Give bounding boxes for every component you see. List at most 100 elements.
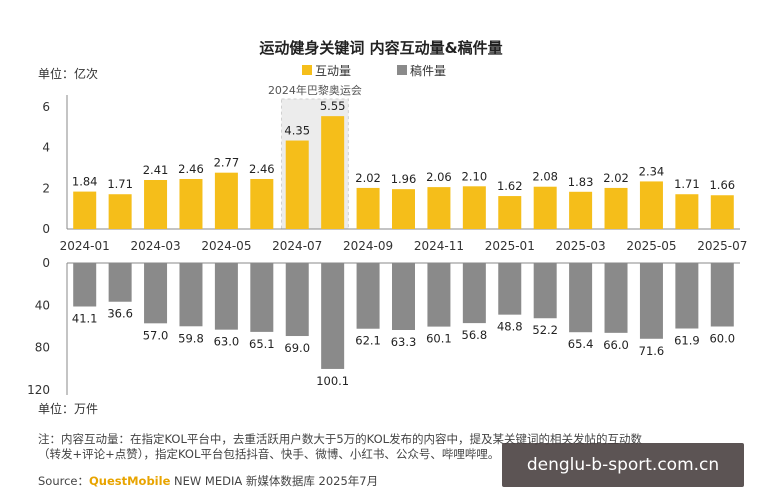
legend-swatch-articles — [397, 65, 407, 75]
articles-value-label: 60.1 — [426, 332, 452, 346]
bottom-y-tick-label: 40 — [35, 298, 50, 312]
source-prefix: Source： — [38, 474, 89, 488]
articles-bar — [356, 263, 380, 329]
articles-value-label: 36.6 — [107, 307, 133, 321]
bottom-y-tick-label: 0 — [42, 256, 50, 270]
articles-bar — [144, 263, 168, 324]
x-tick-label: 2024-05 — [201, 239, 251, 253]
articles-bar — [321, 263, 345, 369]
interaction-bar — [144, 179, 168, 229]
articles-value-label: 63.3 — [391, 335, 417, 349]
articles-value-label: 65.4 — [568, 337, 594, 351]
articles-value-label: 63.0 — [214, 335, 240, 349]
interaction-bar — [533, 186, 557, 229]
interaction-bar — [392, 189, 415, 229]
interaction-value-label: 1.62 — [497, 179, 523, 193]
top-y-tick-label: 6 — [42, 100, 50, 114]
bottom-y-tick-label: 120 — [27, 383, 50, 397]
articles-value-label: 100.1 — [316, 374, 349, 388]
articles-bar — [639, 263, 663, 339]
interaction-value-label: 1.84 — [72, 175, 98, 189]
interaction-bar — [285, 140, 309, 229]
articles-value-label: 65.1 — [249, 337, 275, 351]
legend-label-articles: 稿件量 — [410, 63, 446, 78]
articles-bar — [427, 263, 451, 327]
articles-bar — [675, 263, 699, 329]
interaction-bar — [427, 187, 451, 229]
articles-value-label: 41.1 — [72, 311, 98, 325]
interaction-value-label: 2.77 — [214, 156, 240, 170]
interaction-bar — [250, 178, 274, 229]
articles-value-label: 56.8 — [462, 328, 488, 342]
articles-bar — [462, 263, 486, 324]
articles-bar — [73, 263, 97, 307]
annotation-label: 2024年巴黎奥运会 — [268, 83, 362, 97]
interaction-bar — [639, 181, 663, 229]
interaction-value-label: 2.02 — [603, 171, 629, 185]
interaction-value-label: 2.08 — [532, 170, 558, 184]
articles-bar — [392, 263, 415, 330]
interaction-bar — [73, 191, 97, 229]
articles-bar — [604, 263, 628, 333]
interaction-bar — [321, 116, 345, 229]
bottom-y-tick-label: 80 — [35, 341, 50, 355]
interaction-value-label: 1.96 — [391, 172, 417, 186]
top-y-tick-label: 4 — [42, 141, 50, 155]
interaction-bar — [569, 191, 593, 229]
interaction-value-label: 1.83 — [568, 175, 594, 189]
articles-bar — [285, 263, 309, 337]
interaction-value-label: 2.46 — [249, 162, 275, 176]
articles-value-label: 57.0 — [143, 328, 169, 342]
x-tick-label: 2024-03 — [130, 239, 180, 253]
articles-value-label: 60.0 — [709, 332, 735, 346]
legend-swatch-interaction — [302, 65, 312, 75]
legend-label-interaction: 互动量 — [315, 64, 351, 78]
articles-value-label: 59.8 — [178, 331, 204, 345]
top-y-tick-label: 0 — [42, 222, 50, 236]
note-line-2: （转发+评论+点赞），指定KOL平台包括抖音、快手、微博、小红书、公众号、哔哩哔… — [38, 447, 500, 461]
articles-value-label: 66.0 — [603, 338, 629, 352]
articles-bar — [569, 263, 593, 333]
interaction-value-label: 1.66 — [709, 178, 735, 192]
top-y-tick-label: 2 — [42, 181, 50, 195]
articles-value-label: 61.9 — [674, 334, 700, 348]
articles-bar — [179, 263, 203, 327]
top-unit-label: 单位：亿次 — [38, 66, 98, 81]
interaction-value-label: 2.10 — [462, 169, 488, 183]
articles-value-label: 71.6 — [639, 344, 665, 358]
x-tick-label: 2025-01 — [485, 239, 535, 253]
x-tick-label: 2024-11 — [414, 239, 464, 253]
interaction-bar — [356, 187, 380, 229]
articles-bar — [710, 263, 734, 327]
x-tick-label: 2025-03 — [556, 239, 606, 253]
articles-value-label: 62.1 — [355, 334, 381, 348]
articles-bar — [533, 263, 557, 319]
x-tick-label: 2024-07 — [272, 239, 322, 253]
interaction-bar — [214, 172, 238, 229]
articles-value-label: 69.0 — [284, 341, 310, 355]
x-tick-label: 2024-01 — [60, 239, 110, 253]
interaction-value-label: 1.71 — [674, 177, 700, 191]
watermark-banner: denglu-b-sport.com.cn — [502, 443, 744, 487]
articles-bar — [250, 263, 274, 332]
x-tick-label: 2025-07 — [697, 239, 747, 253]
interaction-value-label: 2.06 — [426, 170, 452, 184]
interaction-value-label: 2.46 — [178, 162, 204, 176]
interaction-bar — [108, 194, 132, 229]
articles-value-label: 52.2 — [532, 323, 558, 337]
interaction-bar — [710, 195, 734, 229]
articles-bar — [498, 263, 522, 315]
articles-value-label: 48.8 — [497, 320, 523, 334]
articles-bar — [214, 263, 238, 330]
interaction-bar — [462, 186, 486, 229]
interaction-bar — [604, 187, 628, 229]
x-tick-label: 2025-05 — [626, 239, 676, 253]
interaction-bar — [498, 196, 522, 229]
articles-bar — [108, 263, 132, 302]
bottom-unit-label: 单位：万件 — [38, 401, 98, 416]
interaction-bar — [675, 194, 699, 229]
interaction-bar — [179, 178, 203, 229]
x-tick-label: 2024-09 — [343, 239, 393, 253]
interaction-value-label: 5.55 — [320, 99, 346, 113]
